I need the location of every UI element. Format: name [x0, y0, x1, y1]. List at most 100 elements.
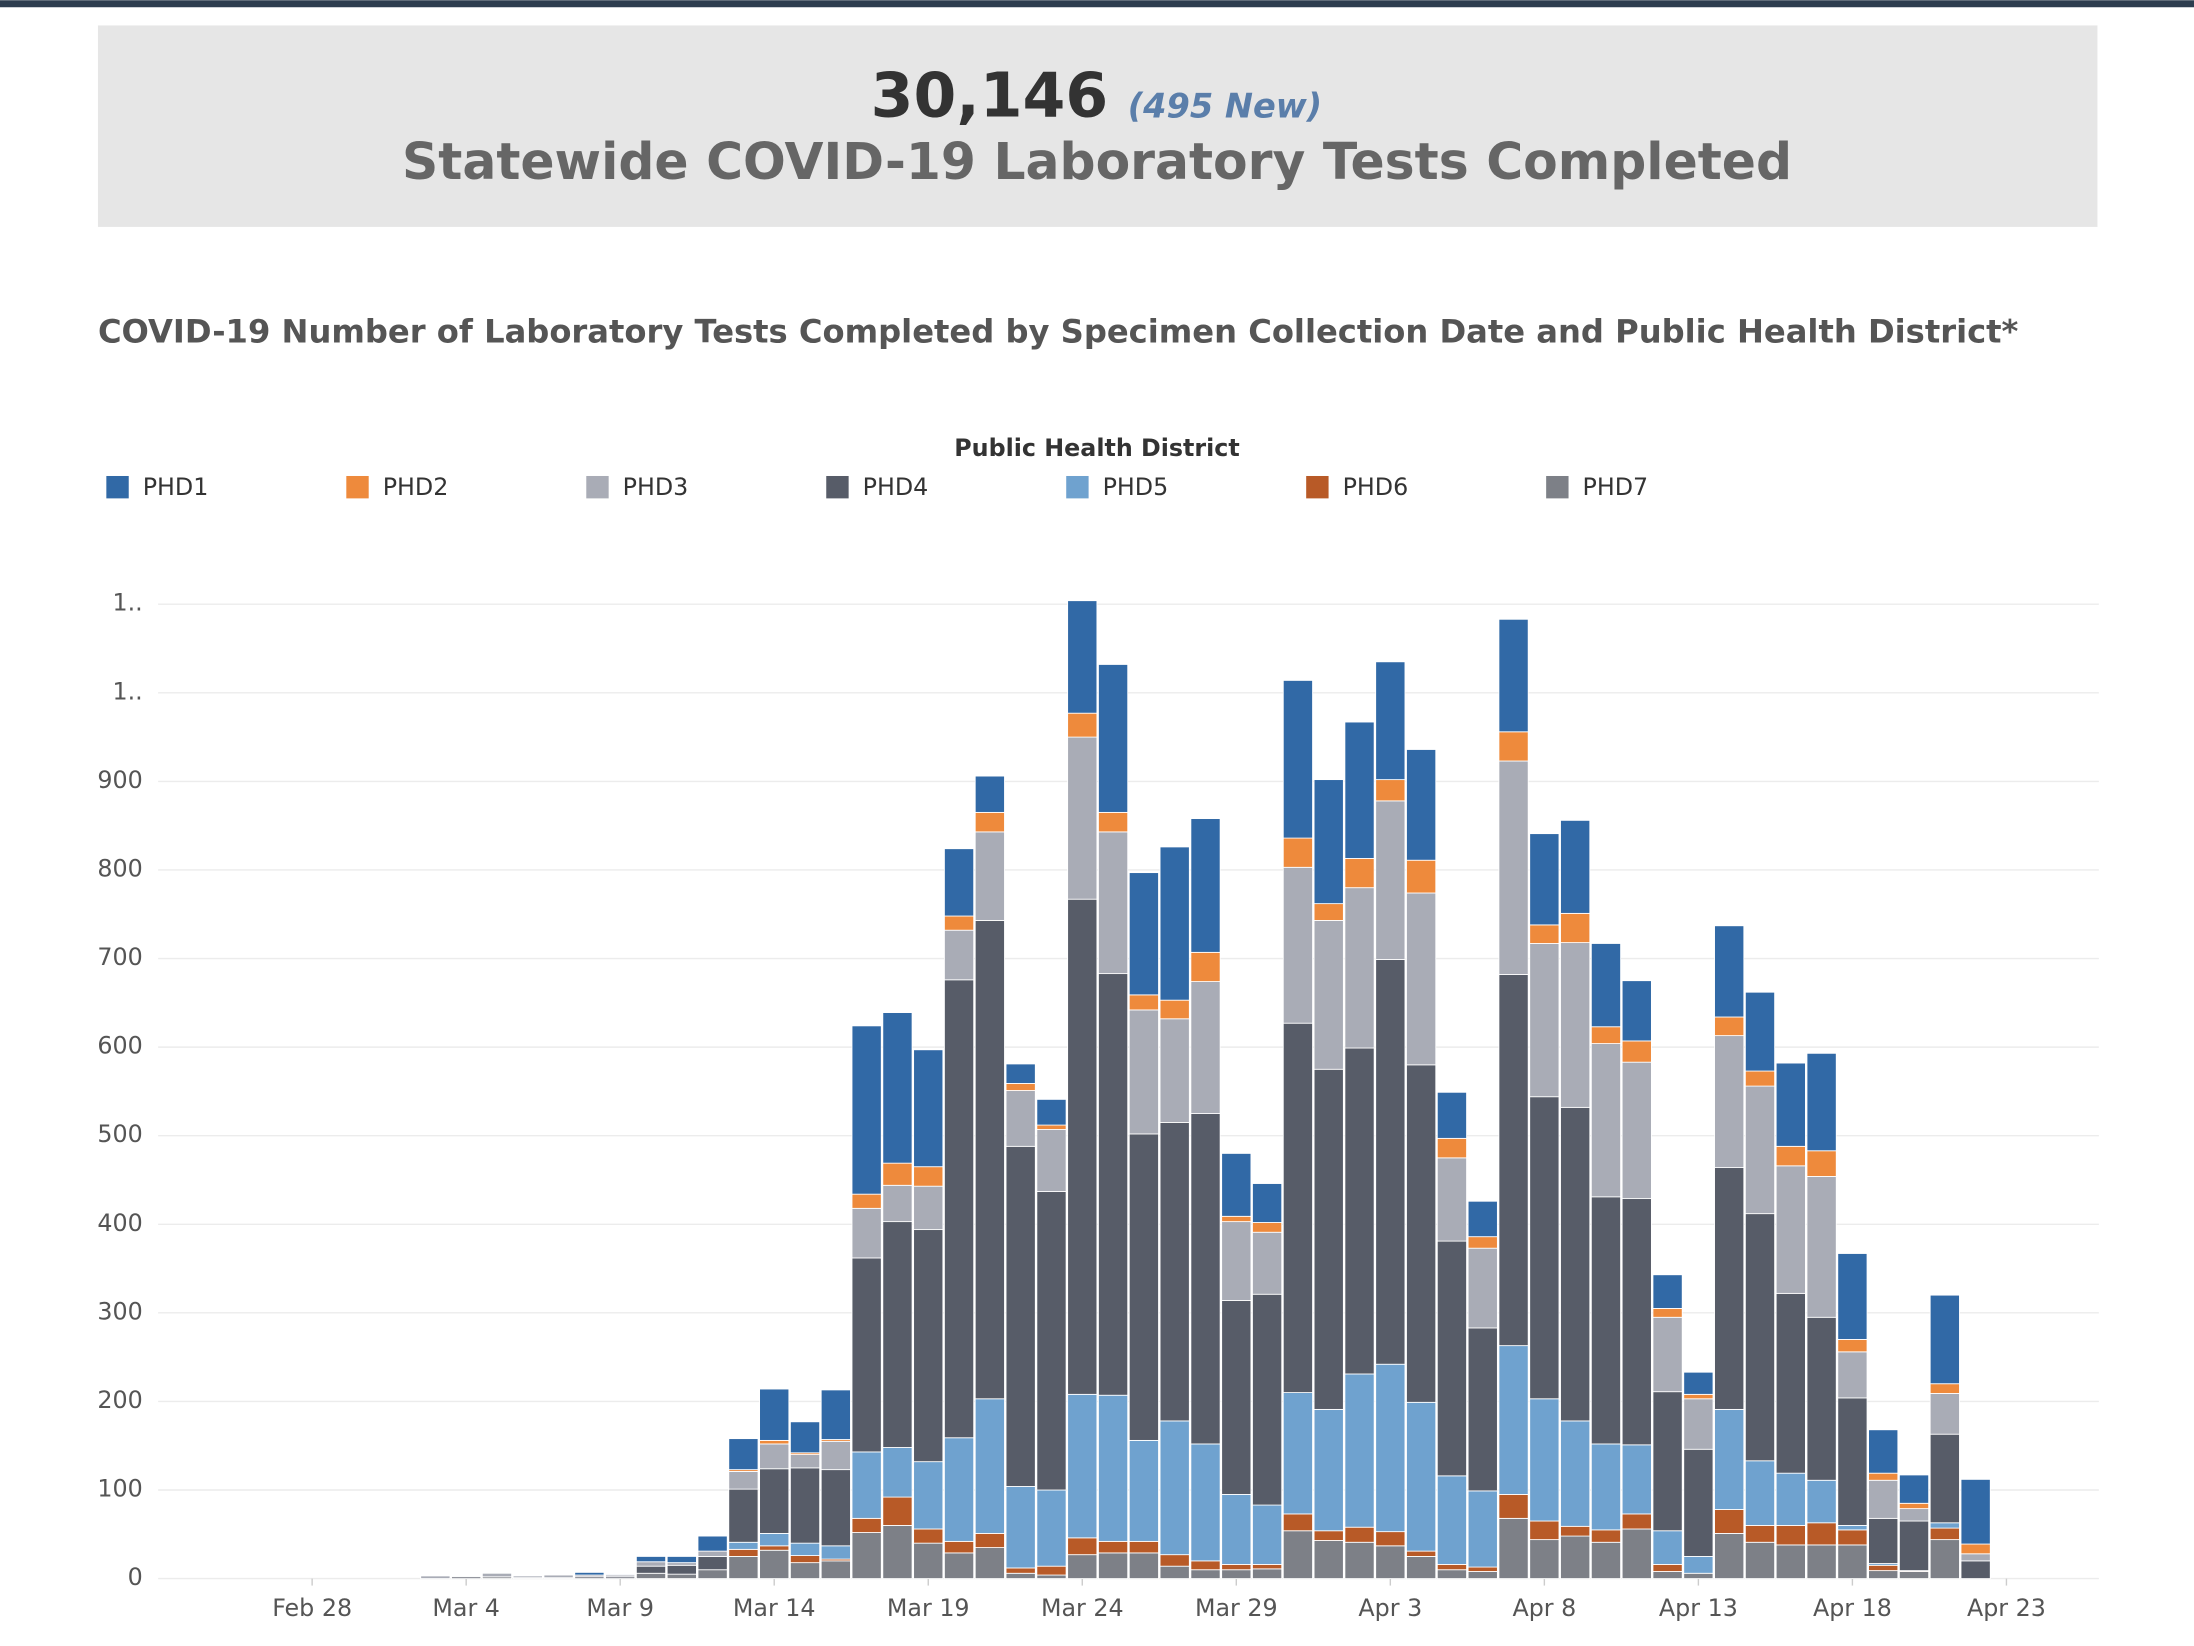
- bar-segment: [759, 1468, 790, 1534]
- bar-segment: [820, 1389, 851, 1440]
- bar-segment: [1590, 1196, 1622, 1445]
- bar-segment: [728, 1541, 759, 1550]
- bar-segment: [1282, 679, 1313, 839]
- bar-segment: [1159, 1565, 1190, 1580]
- bar-segment: [1590, 1443, 1622, 1531]
- legend-label[interactable]: PHD6: [1343, 473, 1409, 501]
- legend-swatch[interactable]: [826, 475, 849, 499]
- bar-segment: [1036, 1129, 1067, 1192]
- bar-segment: [635, 1556, 667, 1563]
- bar-segment: [1929, 1433, 1960, 1524]
- bar-segment: [1128, 1009, 1159, 1135]
- bar-segment: [1406, 1064, 1437, 1403]
- bar-segment: [1406, 1401, 1437, 1552]
- bar-segment: [1498, 1345, 1529, 1495]
- bar-segment: [1590, 1026, 1622, 1044]
- bar-segment: [1621, 980, 1652, 1042]
- legend-swatch[interactable]: [586, 475, 609, 499]
- x-tick-label: Apr 8: [1512, 1594, 1576, 1622]
- bar-segment: [1406, 892, 1437, 1066]
- legend-label[interactable]: PHD2: [383, 473, 449, 501]
- bar-segment: [1190, 818, 1221, 953]
- bar-segment: [1252, 1568, 1283, 1580]
- bar-segment: [882, 1012, 913, 1164]
- bar-segment: [759, 1439, 790, 1445]
- bar-segment: [974, 775, 1005, 813]
- bar-segment: [1344, 721, 1375, 859]
- legend-swatch[interactable]: [106, 475, 129, 499]
- bar-segment: [728, 1548, 759, 1557]
- bar-segment: [1436, 1563, 1467, 1571]
- bar-segment: [1560, 1535, 1591, 1580]
- legend-label[interactable]: PHD7: [1583, 473, 1649, 501]
- bar-segment: [1221, 1300, 1252, 1495]
- bar-segment: [1159, 999, 1190, 1020]
- legend-label[interactable]: PHD4: [863, 473, 929, 501]
- bar-segment: [1683, 1556, 1714, 1574]
- legend-swatch[interactable]: [346, 475, 369, 499]
- chart-title: COVID-19 Number of Laboratory Tests Comp…: [98, 312, 2019, 350]
- bar-segment: [1929, 1527, 1960, 1541]
- bar-segment: [1406, 859, 1437, 894]
- bar-segment: [1190, 1113, 1221, 1445]
- bar-segment: [1375, 959, 1406, 1365]
- bar-segment: [851, 1207, 882, 1259]
- bar-segment: [1313, 1408, 1344, 1532]
- bar-segment: [820, 1545, 851, 1560]
- bar-segment: [1375, 779, 1406, 802]
- bar-segment: [1837, 1253, 1868, 1340]
- bar-segment: [1714, 1408, 1745, 1510]
- bar-segment: [1714, 1167, 1745, 1410]
- x-tick-label: Mar 14: [733, 1594, 816, 1622]
- bar-segment: [1929, 1393, 1960, 1435]
- bar-segment: [1806, 1522, 1837, 1546]
- bar-segment: [1652, 1530, 1683, 1565]
- legend-swatch[interactable]: [1066, 475, 1089, 499]
- bar-segment: [1406, 1550, 1437, 1557]
- bar-segment: [1282, 1513, 1313, 1532]
- bar-segment: [1375, 800, 1406, 960]
- y-tick-label: 0: [128, 1563, 143, 1591]
- bar-segment: [420, 1575, 451, 1580]
- legend-label[interactable]: PHD1: [143, 473, 209, 501]
- bar-segment: [944, 1437, 975, 1542]
- legend-swatch[interactable]: [1546, 475, 1569, 499]
- bar-segment: [851, 1193, 882, 1209]
- bar-segment: [1005, 1063, 1036, 1084]
- bar-segment: [1714, 925, 1745, 1018]
- bar-segment: [1467, 1247, 1498, 1329]
- bar-segment: [1313, 1068, 1344, 1410]
- legend-swatch[interactable]: [1306, 475, 1329, 499]
- bar-segment: [1837, 1529, 1868, 1546]
- bar-segment: [1529, 1539, 1560, 1580]
- x-tick-label: Mar 9: [586, 1594, 654, 1622]
- bar-segment: [1221, 1494, 1252, 1565]
- bar-segment: [1128, 994, 1159, 1011]
- bar-segment: [1560, 1106, 1591, 1422]
- header-box: [97, 25, 2098, 227]
- y-tick-label: 100: [97, 1475, 142, 1503]
- bar-segment: [1344, 1541, 1375, 1580]
- bar-segment: [666, 1564, 697, 1575]
- bar-segment: [1806, 1052, 1837, 1152]
- x-tick-label: Apr 3: [1358, 1594, 1422, 1622]
- bar-segment: [1868, 1564, 1899, 1572]
- bar-segment: [1344, 1047, 1375, 1375]
- bar-segment: [851, 1517, 882, 1533]
- legend-label[interactable]: PHD5: [1103, 473, 1169, 501]
- bar-segment: [820, 1469, 851, 1547]
- bar-segment: [882, 1162, 913, 1186]
- bar-segment: [944, 848, 975, 917]
- bar-segment: [1159, 1121, 1190, 1422]
- bar-segment: [697, 1569, 728, 1580]
- legend-label[interactable]: PHD3: [623, 473, 689, 501]
- bar-segment: [944, 1540, 975, 1554]
- bar-segment: [944, 929, 975, 981]
- bar-segment: [789, 1542, 821, 1556]
- bar-segment: [1929, 1539, 1960, 1580]
- bar-segment: [1560, 1420, 1591, 1527]
- y-tick-label: 700: [97, 943, 142, 971]
- bar-segment: [1960, 1543, 1991, 1555]
- bar-segment: [1375, 661, 1406, 781]
